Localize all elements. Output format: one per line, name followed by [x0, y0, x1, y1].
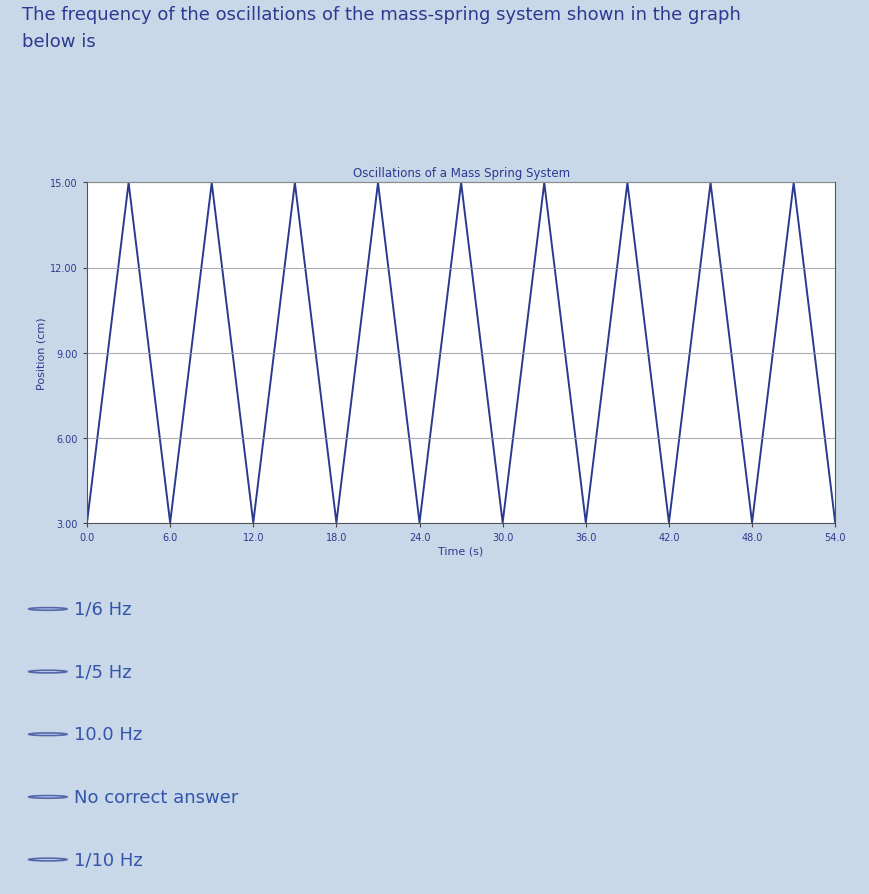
X-axis label: Time (s): Time (s) — [438, 546, 483, 556]
Y-axis label: Position (cm): Position (cm) — [36, 316, 46, 390]
Text: The frequency of the oscillations of the mass-spring system shown in the graph
b: The frequency of the oscillations of the… — [22, 6, 740, 51]
Text: 1/10 Hz: 1/10 Hz — [74, 850, 143, 869]
Text: 10.0 Hz: 10.0 Hz — [74, 725, 142, 744]
Text: No correct answer: No correct answer — [74, 788, 238, 806]
Text: 1/6 Hz: 1/6 Hz — [74, 600, 131, 619]
Title: Oscillations of a Mass Spring System: Oscillations of a Mass Spring System — [352, 166, 569, 180]
Text: 1/5 Hz: 1/5 Hz — [74, 662, 131, 681]
